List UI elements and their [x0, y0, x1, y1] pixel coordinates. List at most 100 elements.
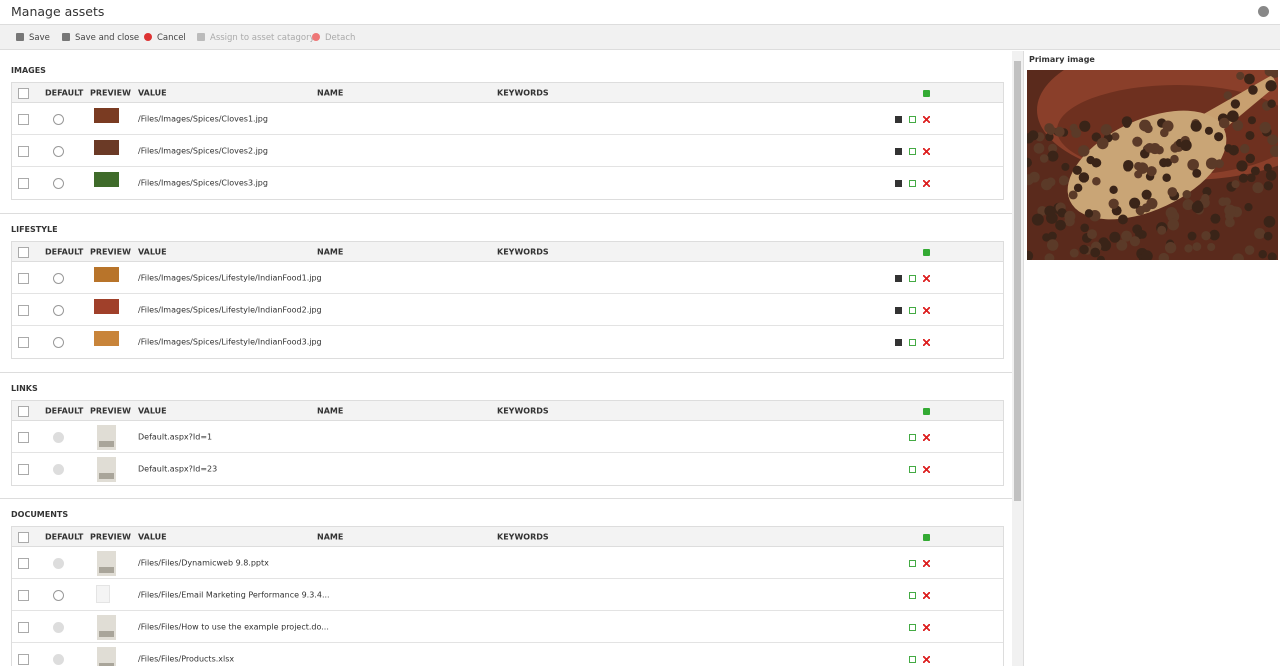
peppercorn [1129, 197, 1141, 209]
column-header: KEYWORDS [497, 532, 549, 541]
column-header: DEFAULT [45, 406, 84, 415]
edit-button[interactable] [909, 115, 916, 123]
delete-button[interactable] [923, 433, 930, 441]
delete-button[interactable] [923, 656, 930, 663]
add-button[interactable] [923, 248, 930, 256]
peppercorn [1182, 199, 1194, 211]
delete-button[interactable] [923, 274, 930, 282]
peppercorn [1123, 159, 1134, 171]
toolbar-button[interactable]: Save [16, 33, 50, 43]
close-button[interactable] [1258, 6, 1269, 17]
view-button[interactable] [895, 339, 902, 346]
edit-button[interactable] [909, 274, 916, 282]
peppercorn [1078, 172, 1090, 183]
icon [62, 33, 70, 41]
default-radio[interactable] [53, 145, 64, 157]
peppercorn [1027, 250, 1034, 260]
checkbox[interactable] [18, 531, 29, 543]
header: Manage assets [0, 0, 1280, 25]
default-radio[interactable] [53, 272, 64, 284]
checkbox[interactable] [18, 464, 29, 475]
preview [94, 267, 119, 282]
delete-button[interactable] [923, 466, 930, 473]
row: Default.aspx?Id=1 [12, 421, 1003, 453]
default-radio[interactable] [53, 178, 64, 189]
asset-list: IMAGES DEFAULT PREVIEW VALUE NAME KEYWORDS/Fi… [0, 51, 1012, 666]
edit-button[interactable] [909, 559, 916, 567]
default-radio[interactable] [53, 304, 64, 316]
edit-button[interactable] [909, 433, 916, 441]
checkbox[interactable] [18, 178, 29, 189]
delete-button[interactable] [923, 147, 930, 155]
scrollbar[interactable] [1012, 51, 1023, 666]
delete-button[interactable] [923, 180, 930, 187]
edit-button[interactable] [909, 339, 916, 346]
checkbox[interactable] [18, 621, 29, 633]
checkbox[interactable] [18, 405, 29, 417]
checkbox[interactable] [18, 431, 29, 443]
toolbar: Save Save and close Cancel Assign to asset … [0, 25, 1280, 50]
toolbar-button[interactable]: Save and close [62, 33, 139, 43]
checkbox[interactable] [18, 304, 29, 316]
view-button[interactable] [895, 147, 902, 155]
edit-button[interactable] [909, 591, 916, 599]
peppercorn [1118, 214, 1128, 225]
default-radio[interactable] [53, 337, 64, 348]
column-header: KEYWORDS [497, 247, 549, 256]
default-radio[interactable] [53, 589, 64, 601]
delete-button[interactable] [923, 115, 930, 123]
edit-button[interactable] [909, 656, 916, 663]
column-header: VALUE [138, 532, 167, 541]
add-button[interactable] [923, 407, 930, 415]
edit-button[interactable] [909, 180, 916, 187]
default-radio[interactable] [53, 113, 64, 125]
peppercorn [1218, 117, 1230, 129]
peppercorn [1265, 80, 1277, 92]
column-header: PREVIEW [90, 88, 131, 97]
label: Cancel [157, 33, 186, 43]
view-button[interactable] [895, 274, 902, 282]
delete-button[interactable] [923, 306, 930, 314]
column-header: VALUE [138, 88, 167, 97]
view-button[interactable] [895, 306, 902, 314]
peppercorn [1080, 223, 1090, 233]
checkbox[interactable] [18, 557, 29, 569]
delete-button[interactable] [923, 623, 930, 631]
checkbox[interactable] [18, 589, 29, 601]
header-row: DEFAULT PREVIEW VALUE NAME KEYWORDS [12, 527, 1003, 547]
edit-button[interactable] [909, 466, 916, 473]
add-button[interactable] [923, 89, 930, 97]
toolbar-button[interactable]: Cancel [144, 33, 186, 43]
view-button[interactable] [895, 180, 902, 187]
checkbox[interactable] [18, 246, 29, 258]
peppercorn [1244, 73, 1255, 85]
edit-button[interactable] [909, 623, 916, 631]
checkbox[interactable] [18, 113, 29, 125]
file-icon [97, 551, 116, 576]
delete-button[interactable] [923, 559, 930, 567]
view-button[interactable] [895, 115, 902, 123]
edit-button[interactable] [909, 147, 916, 155]
peppercorn [1047, 150, 1059, 162]
default-radio [53, 557, 64, 569]
checkbox[interactable] [18, 145, 29, 157]
value: /Files/Images/Spices/Cloves1.jpg [138, 114, 268, 123]
checkbox[interactable] [18, 337, 29, 348]
checkbox[interactable] [18, 654, 29, 665]
delete-button[interactable] [923, 591, 930, 599]
edit-button[interactable] [909, 306, 916, 314]
checkbox[interactable] [18, 272, 29, 284]
checkbox[interactable] [18, 87, 29, 99]
preview [94, 108, 119, 123]
value: Default.aspx?Id=23 [138, 464, 218, 474]
peppercorn [1224, 217, 1235, 228]
delete-button[interactable] [923, 339, 930, 346]
row: /Files/Files/Email Marketing Performance… [12, 579, 1003, 611]
add-button[interactable] [923, 533, 930, 541]
scroll-thumb[interactable] [1014, 61, 1021, 501]
peppercorn [1046, 125, 1056, 135]
peppercorn [1232, 120, 1244, 131]
peppercorn [1214, 132, 1224, 142]
peppercorn [1263, 215, 1276, 228]
peppercorn [1064, 210, 1076, 222]
